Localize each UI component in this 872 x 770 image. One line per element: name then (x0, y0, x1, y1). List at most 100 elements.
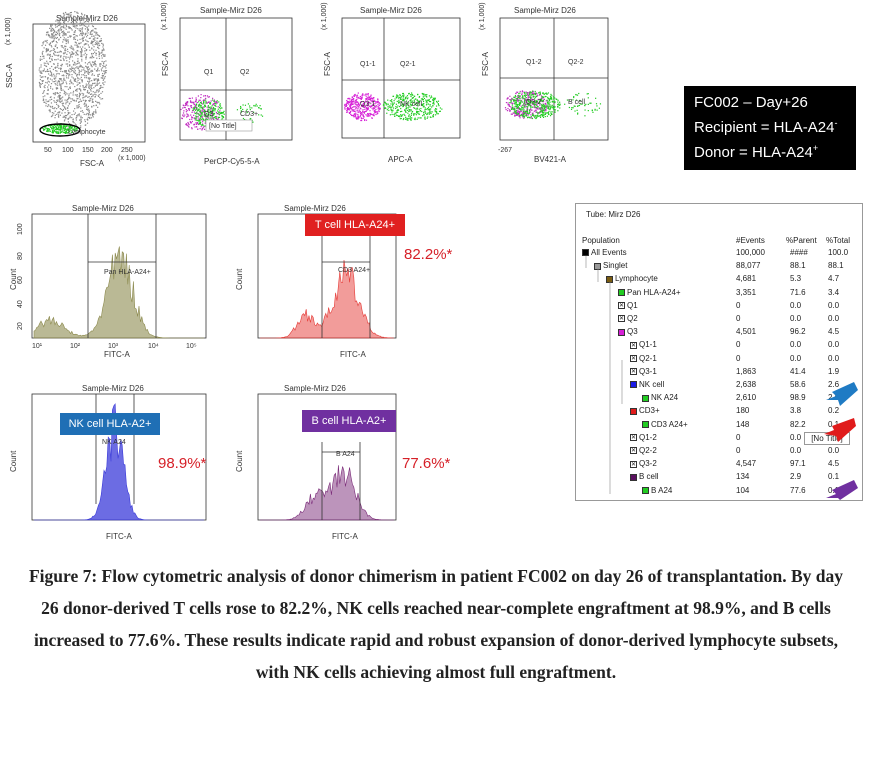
tree-row[interactable]: ✕ Q2 0 0.0 0.0 (576, 314, 862, 327)
event-dot (80, 126, 82, 129)
event-dot (63, 12, 65, 14)
event-dot (392, 103, 394, 105)
event-dot (53, 130, 56, 132)
event-dot (414, 98, 417, 100)
tree-row[interactable]: ✕ Q2-2 0 0.0 0.0 (576, 446, 862, 459)
event-dot (63, 79, 65, 81)
event-dot (78, 74, 80, 76)
tree-row[interactable]: CD3+ 180 3.8 0.2 (576, 406, 862, 419)
tree-row[interactable]: ✕ Q3-2 4,547 97.1 4.5 (576, 459, 862, 472)
event-dot (540, 100, 542, 102)
event-dot (86, 27, 88, 29)
event-dot (86, 43, 88, 45)
event-dot (41, 82, 44, 85)
event-dot (59, 96, 61, 99)
event-dot (201, 103, 204, 105)
event-dot (54, 33, 57, 36)
event-dot (216, 102, 218, 104)
event-dot (94, 91, 96, 94)
tree-row[interactable]: ✕ Q3-1 1,863 41.4 1.9 (576, 367, 862, 380)
event-dot (188, 123, 190, 126)
tree-row[interactable]: CD3 A24+ 148 82.2 0.1 (576, 420, 862, 433)
event-dot (544, 108, 546, 110)
event-dot (88, 92, 90, 94)
event-dot (59, 95, 62, 97)
event-dot (59, 79, 61, 81)
event-dot (201, 119, 203, 121)
event-dot (199, 110, 201, 113)
tick: 20 (17, 322, 24, 330)
event-dot (94, 111, 96, 113)
event-dot (97, 46, 99, 48)
event-dot (434, 99, 436, 101)
event-dot (85, 113, 87, 116)
event-dot (211, 112, 213, 114)
event-dot (61, 30, 64, 33)
event-dot (74, 31, 76, 33)
event-dot (513, 109, 515, 111)
tree-row[interactable]: NK cell 2,638 58.6 2.6 (576, 380, 862, 393)
event-dot (55, 31, 57, 33)
event-dot (43, 47, 45, 49)
event-dot (352, 100, 354, 103)
event-dot (43, 70, 45, 72)
event-dot (100, 98, 102, 100)
event-dot (362, 94, 364, 96)
event-dot (80, 55, 82, 57)
tree-row[interactable]: Q3 4,501 96.2 4.5 (576, 327, 862, 340)
event-dot (68, 61, 70, 63)
event-dot (92, 95, 94, 97)
tree-row[interactable]: Lymphocyte 4,681 5.3 4.7 (576, 274, 862, 287)
event-dot (61, 83, 63, 85)
event-dot (78, 29, 80, 31)
event-dot (65, 33, 67, 35)
event-dot (221, 115, 223, 117)
event-dot (526, 112, 528, 114)
event-dot (63, 78, 65, 80)
event-dot (517, 96, 519, 98)
tree-row[interactable]: B cell 134 2.9 0.1 (576, 472, 862, 485)
event-dot (104, 75, 106, 78)
dotplot-yscale: (x 1,000) (5, 17, 12, 45)
event-dot (84, 100, 87, 102)
axis-ylabel: FSC-A (161, 51, 170, 76)
event-dot (419, 100, 421, 102)
event-dot (359, 110, 361, 113)
tree-row[interactable]: ✕ Q2-1 0 0.0 0.0 (576, 354, 862, 367)
event-dot (189, 97, 191, 100)
event-dot (81, 66, 83, 68)
tree-row[interactable]: ✕ Q1-1 0 0.0 0.0 (576, 340, 862, 353)
event-dot (63, 59, 65, 61)
event-dot (42, 127, 44, 130)
event-dot (532, 96, 534, 98)
tree-row[interactable]: Pan HLA-A24+ 3,351 71.6 3.4 (576, 288, 862, 301)
event-dot (525, 114, 528, 116)
event-dot (203, 95, 205, 97)
event-dot (403, 113, 405, 115)
event-dot (377, 101, 379, 104)
event-dot (188, 108, 191, 110)
tree-row[interactable]: Singlet 88,077 88.1 88.1 (576, 261, 862, 274)
population-label: Q1 (627, 300, 638, 310)
event-dot (566, 99, 569, 101)
tree-row[interactable]: ✕ Q1 0 0.0 0.0 (576, 301, 862, 314)
event-dot (413, 102, 415, 104)
event-dot (206, 106, 208, 108)
event-dot (524, 110, 526, 112)
event-dot (200, 106, 202, 108)
event-dot (60, 127, 62, 129)
event-dot (82, 33, 84, 35)
event-dot (195, 97, 197, 99)
event-dot (103, 55, 105, 57)
tree-row[interactable]: All Events 100,000 #### 100.0 (576, 248, 862, 261)
event-dot (102, 82, 104, 84)
event-dot (61, 130, 63, 132)
event-dot (590, 102, 592, 104)
event-dot (97, 106, 99, 108)
event-dot (45, 40, 47, 42)
event-dot (352, 98, 354, 101)
event-dot (92, 41, 94, 43)
event-dot (47, 31, 49, 33)
event-dot (98, 89, 100, 91)
histogram-bars (33, 246, 204, 339)
